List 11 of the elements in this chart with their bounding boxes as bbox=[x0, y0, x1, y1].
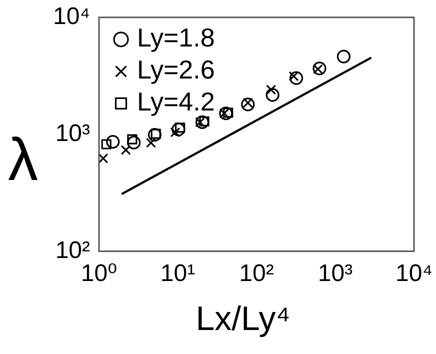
x-axis-title: Lx/Ly⁴ bbox=[194, 300, 292, 339]
x-tick-label: 10³ bbox=[318, 260, 353, 288]
legend-label: Ly=1.8 bbox=[137, 22, 215, 53]
legend-label: Ly=2.6 bbox=[137, 54, 215, 85]
x-tick-label: 10² bbox=[239, 260, 274, 288]
legend-label: Ly=4.2 bbox=[137, 86, 215, 117]
y-tick-label: 10⁴ bbox=[52, 3, 90, 30]
x-tick-label: 10⁴ bbox=[395, 260, 433, 288]
y-tick-label: 10³ bbox=[55, 120, 90, 147]
x-tick-label: 10¹ bbox=[160, 260, 196, 288]
y-axis-title: λ bbox=[8, 126, 38, 193]
